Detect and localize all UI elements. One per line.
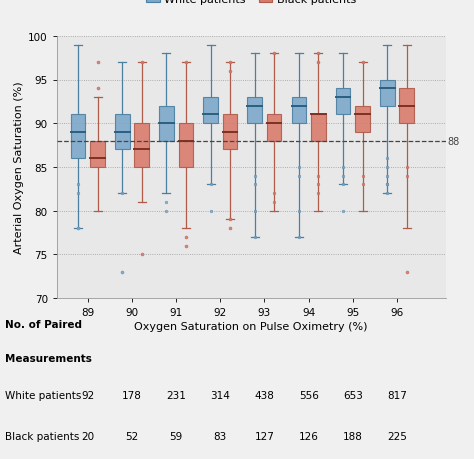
Text: 52: 52: [125, 431, 138, 441]
Text: 556: 556: [299, 391, 319, 400]
Text: 817: 817: [387, 391, 407, 400]
Bar: [159, 106, 173, 141]
Bar: [247, 98, 262, 124]
Legend: White patients, Black patients: White patients, Black patients: [142, 0, 361, 9]
Y-axis label: Arterial Oxygen Saturation (%): Arterial Oxygen Saturation (%): [14, 81, 24, 254]
Text: No. of Paired: No. of Paired: [5, 319, 82, 330]
Bar: [203, 98, 218, 124]
Bar: [311, 115, 326, 141]
Text: 653: 653: [343, 391, 363, 400]
Bar: [400, 89, 414, 124]
Text: Measurements: Measurements: [5, 353, 91, 363]
Text: 20: 20: [81, 431, 94, 441]
Bar: [179, 124, 193, 168]
Text: 231: 231: [166, 391, 186, 400]
Bar: [71, 115, 85, 159]
Bar: [223, 115, 237, 150]
Bar: [267, 115, 282, 141]
Bar: [90, 141, 105, 168]
Text: Black patients: Black patients: [5, 431, 79, 441]
Bar: [135, 124, 149, 168]
Text: 88: 88: [448, 136, 460, 146]
Text: 127: 127: [255, 431, 274, 441]
Text: 225: 225: [387, 431, 407, 441]
Text: 314: 314: [210, 391, 230, 400]
Bar: [336, 89, 350, 115]
Bar: [115, 115, 129, 150]
Text: 92: 92: [81, 391, 94, 400]
X-axis label: Oxygen Saturation on Pulse Oximetry (%): Oxygen Saturation on Pulse Oximetry (%): [135, 321, 368, 331]
Bar: [380, 80, 394, 106]
Text: 178: 178: [122, 391, 142, 400]
Text: 438: 438: [255, 391, 274, 400]
Text: 83: 83: [214, 431, 227, 441]
Text: 126: 126: [299, 431, 319, 441]
Text: 188: 188: [343, 431, 363, 441]
Bar: [355, 106, 370, 133]
Bar: [292, 98, 306, 124]
Text: White patients: White patients: [5, 391, 81, 400]
Text: 59: 59: [170, 431, 183, 441]
